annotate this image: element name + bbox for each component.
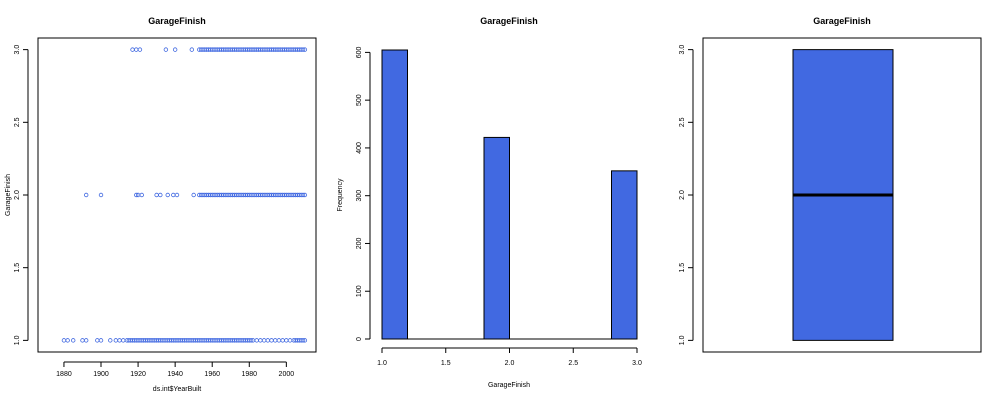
scatter-point bbox=[83, 192, 89, 198]
scatter-point bbox=[98, 192, 104, 198]
scatter-point bbox=[276, 338, 282, 343]
scatter-point bbox=[71, 338, 76, 343]
scatter-point bbox=[98, 338, 104, 343]
scatter-x-tick-label: 1880 bbox=[56, 371, 72, 378]
scatter-point bbox=[117, 338, 122, 343]
scatter-y-tick-label: 3.0 bbox=[14, 45, 21, 55]
boxplot-y-tick-label: 3.0 bbox=[679, 45, 686, 55]
histogram-y-tick-label: 300 bbox=[356, 190, 363, 202]
histogram-x-tick-label: 1.0 bbox=[377, 360, 387, 367]
histogram-y-tick-label: 400 bbox=[356, 142, 363, 154]
scatter-point bbox=[265, 338, 271, 343]
boxplot-plot-box bbox=[702, 37, 982, 353]
scatter-y-tick-label: 2.5 bbox=[14, 117, 21, 127]
boxplot-y-tick-label: 1.0 bbox=[679, 335, 686, 345]
scatter-point bbox=[130, 47, 135, 52]
scatter-point bbox=[300, 47, 306, 52]
scatter-point bbox=[134, 192, 139, 198]
histogram-x-tick-label: 3.0 bbox=[632, 360, 642, 367]
histogram-panel: GarageFinish 1.0 1.5 2.0 2.5 3.0 0 100 200 300 4… bbox=[337, 16, 642, 389]
scatter-point bbox=[61, 338, 67, 343]
scatter-point bbox=[280, 338, 285, 343]
scatter-point bbox=[189, 47, 195, 52]
histogram-title: GarageFinish bbox=[480, 16, 538, 26]
boxplot-y-axis: 1.0 1.5 2.0 2.5 3.0 bbox=[679, 45, 694, 345]
scatter-x-tick-label: 2000 bbox=[279, 371, 295, 378]
scatter-x-tick-label: 1940 bbox=[167, 371, 183, 378]
scatter-point bbox=[273, 338, 278, 343]
scatter-x-label: ds.int$YearBuilt bbox=[153, 386, 201, 393]
scatter-point bbox=[302, 338, 308, 343]
boxplot-y-tick-label: 2.0 bbox=[679, 190, 686, 200]
scatter-point bbox=[137, 47, 143, 52]
histogram-x-tick-label: 2.5 bbox=[568, 360, 578, 367]
scatter-point bbox=[300, 192, 306, 198]
histogram-y-tick-label: 600 bbox=[356, 46, 363, 58]
histogram-bar bbox=[483, 136, 510, 340]
scatter-y-tick-label: 1.0 bbox=[14, 335, 21, 345]
scatter-point bbox=[80, 338, 85, 343]
scatter-point bbox=[171, 192, 176, 198]
scatter-point bbox=[261, 338, 267, 343]
histogram-bar bbox=[611, 170, 638, 340]
boxplot-y-tick-label: 1.5 bbox=[679, 263, 686, 273]
scatter-point bbox=[134, 47, 139, 52]
scatter-point bbox=[300, 338, 306, 343]
scatter-point bbox=[158, 192, 163, 198]
scatter-point bbox=[108, 338, 113, 343]
scatter-point bbox=[287, 338, 293, 343]
scatter-point bbox=[65, 338, 70, 343]
scatter-panel: GarageFinish 1880 1900 1920 1940 1960 1980 200… bbox=[5, 16, 317, 393]
scatter-point bbox=[165, 192, 170, 198]
scatter-y-tick-label: 2.0 bbox=[14, 190, 21, 200]
scatter-y-axis: 1.0 1.5 2.0 2.5 3.0 bbox=[14, 45, 29, 345]
scatter-points bbox=[61, 47, 308, 343]
histogram-bars bbox=[381, 49, 638, 340]
scatter-point bbox=[248, 338, 254, 343]
scatter-x-axis: 1880 1900 1920 1940 1960 1980 2000 bbox=[56, 361, 295, 378]
scatter-point bbox=[302, 192, 308, 198]
scatter-point bbox=[139, 192, 144, 198]
boxplot-box bbox=[792, 49, 894, 341]
scatter-point bbox=[121, 338, 126, 343]
histogram-y-axis: 0 100 200 300 400 500 600 bbox=[356, 46, 371, 341]
histogram-y-tick-label: 500 bbox=[356, 94, 363, 106]
scatter-x-tick-label: 1900 bbox=[93, 371, 109, 378]
scatter-point bbox=[284, 338, 289, 343]
boxplot-title: GarageFinish bbox=[813, 16, 871, 26]
scatter-point bbox=[302, 47, 308, 52]
scatter-y-tick-label: 1.5 bbox=[14, 263, 21, 273]
histogram-y-tick-label: 100 bbox=[356, 285, 363, 297]
histogram-x-label: GarageFinish bbox=[488, 382, 530, 389]
scatter-x-tick-label: 1980 bbox=[241, 371, 257, 378]
scatter-x-tick-label: 1960 bbox=[204, 371, 220, 378]
histogram-y-label: Frequency bbox=[337, 178, 344, 212]
scatter-point bbox=[83, 338, 89, 343]
scatter-point bbox=[163, 47, 169, 52]
scatter-point bbox=[113, 338, 119, 343]
scatter-point bbox=[191, 192, 196, 198]
boxplot-panel: GarageFinish 1.0 1.5 2.0 2.5 3.0 bbox=[679, 16, 982, 353]
scatter-point bbox=[95, 338, 100, 343]
scatter-point bbox=[154, 192, 159, 198]
scatter-point bbox=[258, 338, 263, 343]
histogram-x-axis: 1.0 1.5 2.0 2.5 3.0 bbox=[377, 347, 642, 367]
histogram-x-tick-label: 2.0 bbox=[505, 360, 515, 367]
scatter-title: GarageFinish bbox=[148, 16, 206, 26]
scatter-point bbox=[254, 338, 259, 343]
scatter-point bbox=[174, 192, 180, 198]
histogram-y-tick-label: 0 bbox=[356, 337, 363, 341]
scatter-point bbox=[269, 338, 274, 343]
scatter-point bbox=[172, 47, 178, 52]
boxplot-y-tick-label: 2.5 bbox=[679, 117, 686, 127]
scatter-y-label: GarageFinish bbox=[5, 174, 12, 216]
scatter-plot-box bbox=[37, 37, 317, 353]
scatter-x-tick-label: 1920 bbox=[130, 371, 146, 378]
histogram-bar bbox=[381, 49, 408, 340]
histogram-x-tick-label: 1.5 bbox=[441, 360, 451, 367]
histogram-y-tick-label: 200 bbox=[356, 238, 363, 250]
